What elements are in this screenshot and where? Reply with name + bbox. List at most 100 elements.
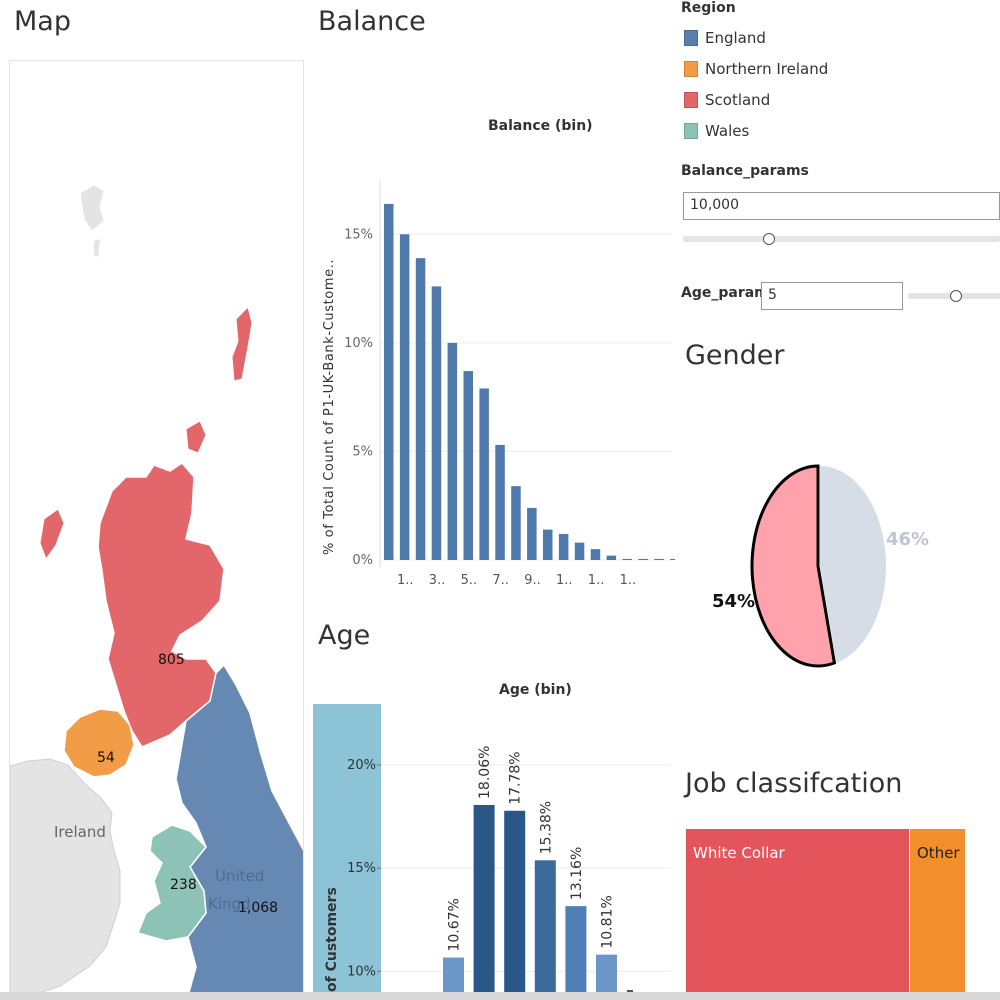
map-title: Map <box>14 6 71 37</box>
map-faroe-fragment <box>79 184 105 232</box>
age-data-label: 18.06% <box>477 746 493 799</box>
balance-bar[interactable] <box>463 371 474 560</box>
age-bar[interactable] <box>473 804 495 1000</box>
balance-bar[interactable] <box>558 533 569 560</box>
balance-bar[interactable] <box>638 558 648 560</box>
age-ytick-label: 10% <box>347 964 376 979</box>
balance-bar[interactable] <box>590 549 601 560</box>
age-highlight-band <box>313 704 381 1000</box>
balance-ytick-label: 5% <box>352 444 373 459</box>
northern-ireland-value: 54 <box>97 750 115 766</box>
balance-params-input[interactable]: 10,000 <box>683 192 1000 220</box>
age-data-label: 15.38% <box>538 801 554 854</box>
age-ylabel: of Customers <box>324 887 340 992</box>
horizontal-scrollbar[interactable] <box>0 992 1000 1000</box>
age-ytick-label: 15% <box>347 861 376 876</box>
age-bar[interactable] <box>504 810 526 1000</box>
balance-title: Balance <box>318 6 426 37</box>
ireland-label: Ireland <box>54 823 106 841</box>
age-bar[interactable] <box>443 957 464 1000</box>
legend-label: Northern Ireland <box>705 60 829 78</box>
job-title: Job classifcation <box>685 768 903 799</box>
map-panel[interactable]: Ireland United Kingd 805 54 238 1,068 <box>9 60 304 995</box>
hebrides-region[interactable] <box>39 508 65 561</box>
balance-params-slider-thumb[interactable] <box>762 233 775 245</box>
scotland-region[interactable] <box>97 462 225 748</box>
age-data-label: 10.67% <box>447 898 463 951</box>
balance-xtick-label: 3.. <box>429 573 446 588</box>
age-data-label: 13.16% <box>569 847 585 900</box>
gender-label-female: 54% <box>712 591 755 612</box>
balance-xtick-label: 1.. <box>556 573 573 588</box>
balance-bar[interactable] <box>415 258 426 560</box>
legend-label: England <box>705 29 766 47</box>
balance-params-label: Balance_params <box>681 163 809 179</box>
job-tile-white-collar[interactable]: White Collar <box>686 829 909 1000</box>
gender-slice-female[interactable] <box>750 464 837 668</box>
balance-bar[interactable] <box>654 558 664 560</box>
legend-item-scotland[interactable]: Scotland <box>684 90 770 110</box>
legend-item-northern-ireland[interactable]: Northern Ireland <box>684 59 828 79</box>
balance-bar[interactable] <box>574 542 585 560</box>
balance-bar[interactable] <box>543 529 553 560</box>
age-bar[interactable] <box>534 860 556 1000</box>
age-bar[interactable] <box>596 954 617 1000</box>
balance-bar[interactable] <box>399 234 410 560</box>
balance-bar[interactable] <box>670 558 675 560</box>
balance-xtick-label: 1.. <box>620 573 637 588</box>
age-params-slider-thumb[interactable] <box>949 290 962 302</box>
balance-xtick-label: 1.. <box>397 573 414 588</box>
wales-value: 238 <box>170 877 197 893</box>
uk-map[interactable]: Ireland United Kingd 805 54 238 1,068 <box>10 61 304 995</box>
age-chart[interactable]: of Customers 10% 15% 20% 10.67% 18.06% 17.78%… <box>313 700 673 1000</box>
legend-item-wales[interactable]: Wales <box>684 121 749 141</box>
england-region[interactable] <box>175 663 304 995</box>
job-tile-label: White Collar <box>693 844 785 862</box>
england-value: 1,068 <box>238 900 278 916</box>
legend-swatch <box>684 61 698 77</box>
northern-ireland-region[interactable] <box>63 708 135 778</box>
balance-chart-title: Balance (bin) <box>488 118 593 134</box>
ireland-region[interactable] <box>10 758 121 995</box>
balance-ylabel: % of Total Count of P1-UK-Bank-Custome.. <box>322 259 337 555</box>
united-kingdom-label-2: Kingd <box>208 895 251 913</box>
balance-bar[interactable] <box>511 486 521 560</box>
job-tile-other[interactable]: Other <box>910 829 965 1000</box>
map-islet <box>94 239 100 257</box>
region-legend-title: Region <box>681 0 736 16</box>
age-ytick-label: 20% <box>347 758 376 773</box>
united-kingdom-label: United <box>215 867 264 885</box>
balance-bar[interactable] <box>495 444 505 560</box>
balance-chart[interactable]: % of Total Count of P1-UK-Bank-Custome..… <box>315 180 675 600</box>
balance-params-slider[interactable] <box>683 236 1000 242</box>
balance-bar[interactable] <box>622 558 633 560</box>
legend-swatch <box>684 123 698 139</box>
balance-xtick-label: 1.. <box>588 573 605 588</box>
age-bar[interactable] <box>565 906 587 1000</box>
age-bar-stub <box>627 990 633 992</box>
scotland-value: 805 <box>158 652 185 668</box>
legend-label: Scotland <box>705 91 771 109</box>
shetland-region[interactable] <box>231 306 253 382</box>
legend-label: Wales <box>705 122 750 140</box>
gender-slice-male[interactable] <box>820 466 886 663</box>
balance-bar[interactable] <box>431 286 442 560</box>
gender-label-male: 46% <box>886 529 929 550</box>
balance-xtick-label: 7.. <box>492 573 509 588</box>
balance-bar[interactable] <box>479 388 489 560</box>
balance-bar[interactable] <box>527 507 537 560</box>
age-params-input[interactable]: 5 <box>761 282 903 310</box>
job-tile-label: Other <box>917 844 960 862</box>
orkney-region[interactable] <box>185 420 207 454</box>
balance-bar[interactable] <box>606 555 617 560</box>
balance-ytick-label: 15% <box>344 227 373 242</box>
wales-region[interactable] <box>136 824 208 942</box>
legend-swatch <box>684 92 698 108</box>
balance-xtick-label: 9.. <box>524 573 541 588</box>
balance-bar[interactable] <box>447 342 458 560</box>
gender-title: Gender <box>685 340 785 371</box>
balance-bar[interactable] <box>384 203 394 560</box>
legend-item-england[interactable]: England <box>684 28 766 48</box>
age-data-label: 10.81% <box>600 895 616 948</box>
gender-pie-chart[interactable]: 54% 46% <box>685 440 1000 700</box>
